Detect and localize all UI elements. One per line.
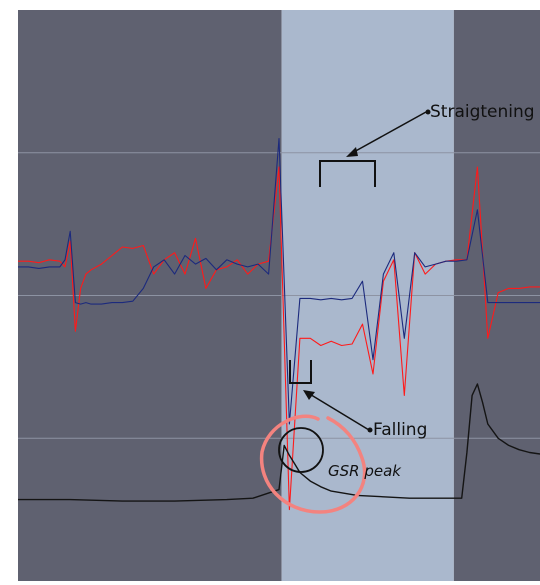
gsr-peak-circle xyxy=(278,427,324,473)
straightening-dot xyxy=(425,109,431,115)
falling-arrow xyxy=(307,392,370,431)
annotation-markers xyxy=(259,109,431,514)
annotation-gsr-peak: GSR peak xyxy=(328,462,401,480)
falling-bracket xyxy=(289,360,312,384)
gsr-highlight-circle xyxy=(259,414,367,514)
straightening-arrowhead xyxy=(346,147,358,157)
straightening-bracket xyxy=(319,160,376,187)
falling-arrowhead xyxy=(303,390,315,400)
annotation-straightening: Straigtening xyxy=(430,102,535,122)
falling-dot xyxy=(367,427,373,433)
annotation-falling: Falling xyxy=(373,420,428,440)
straightening-arrow xyxy=(351,111,427,154)
series-line-2 xyxy=(18,137,540,425)
